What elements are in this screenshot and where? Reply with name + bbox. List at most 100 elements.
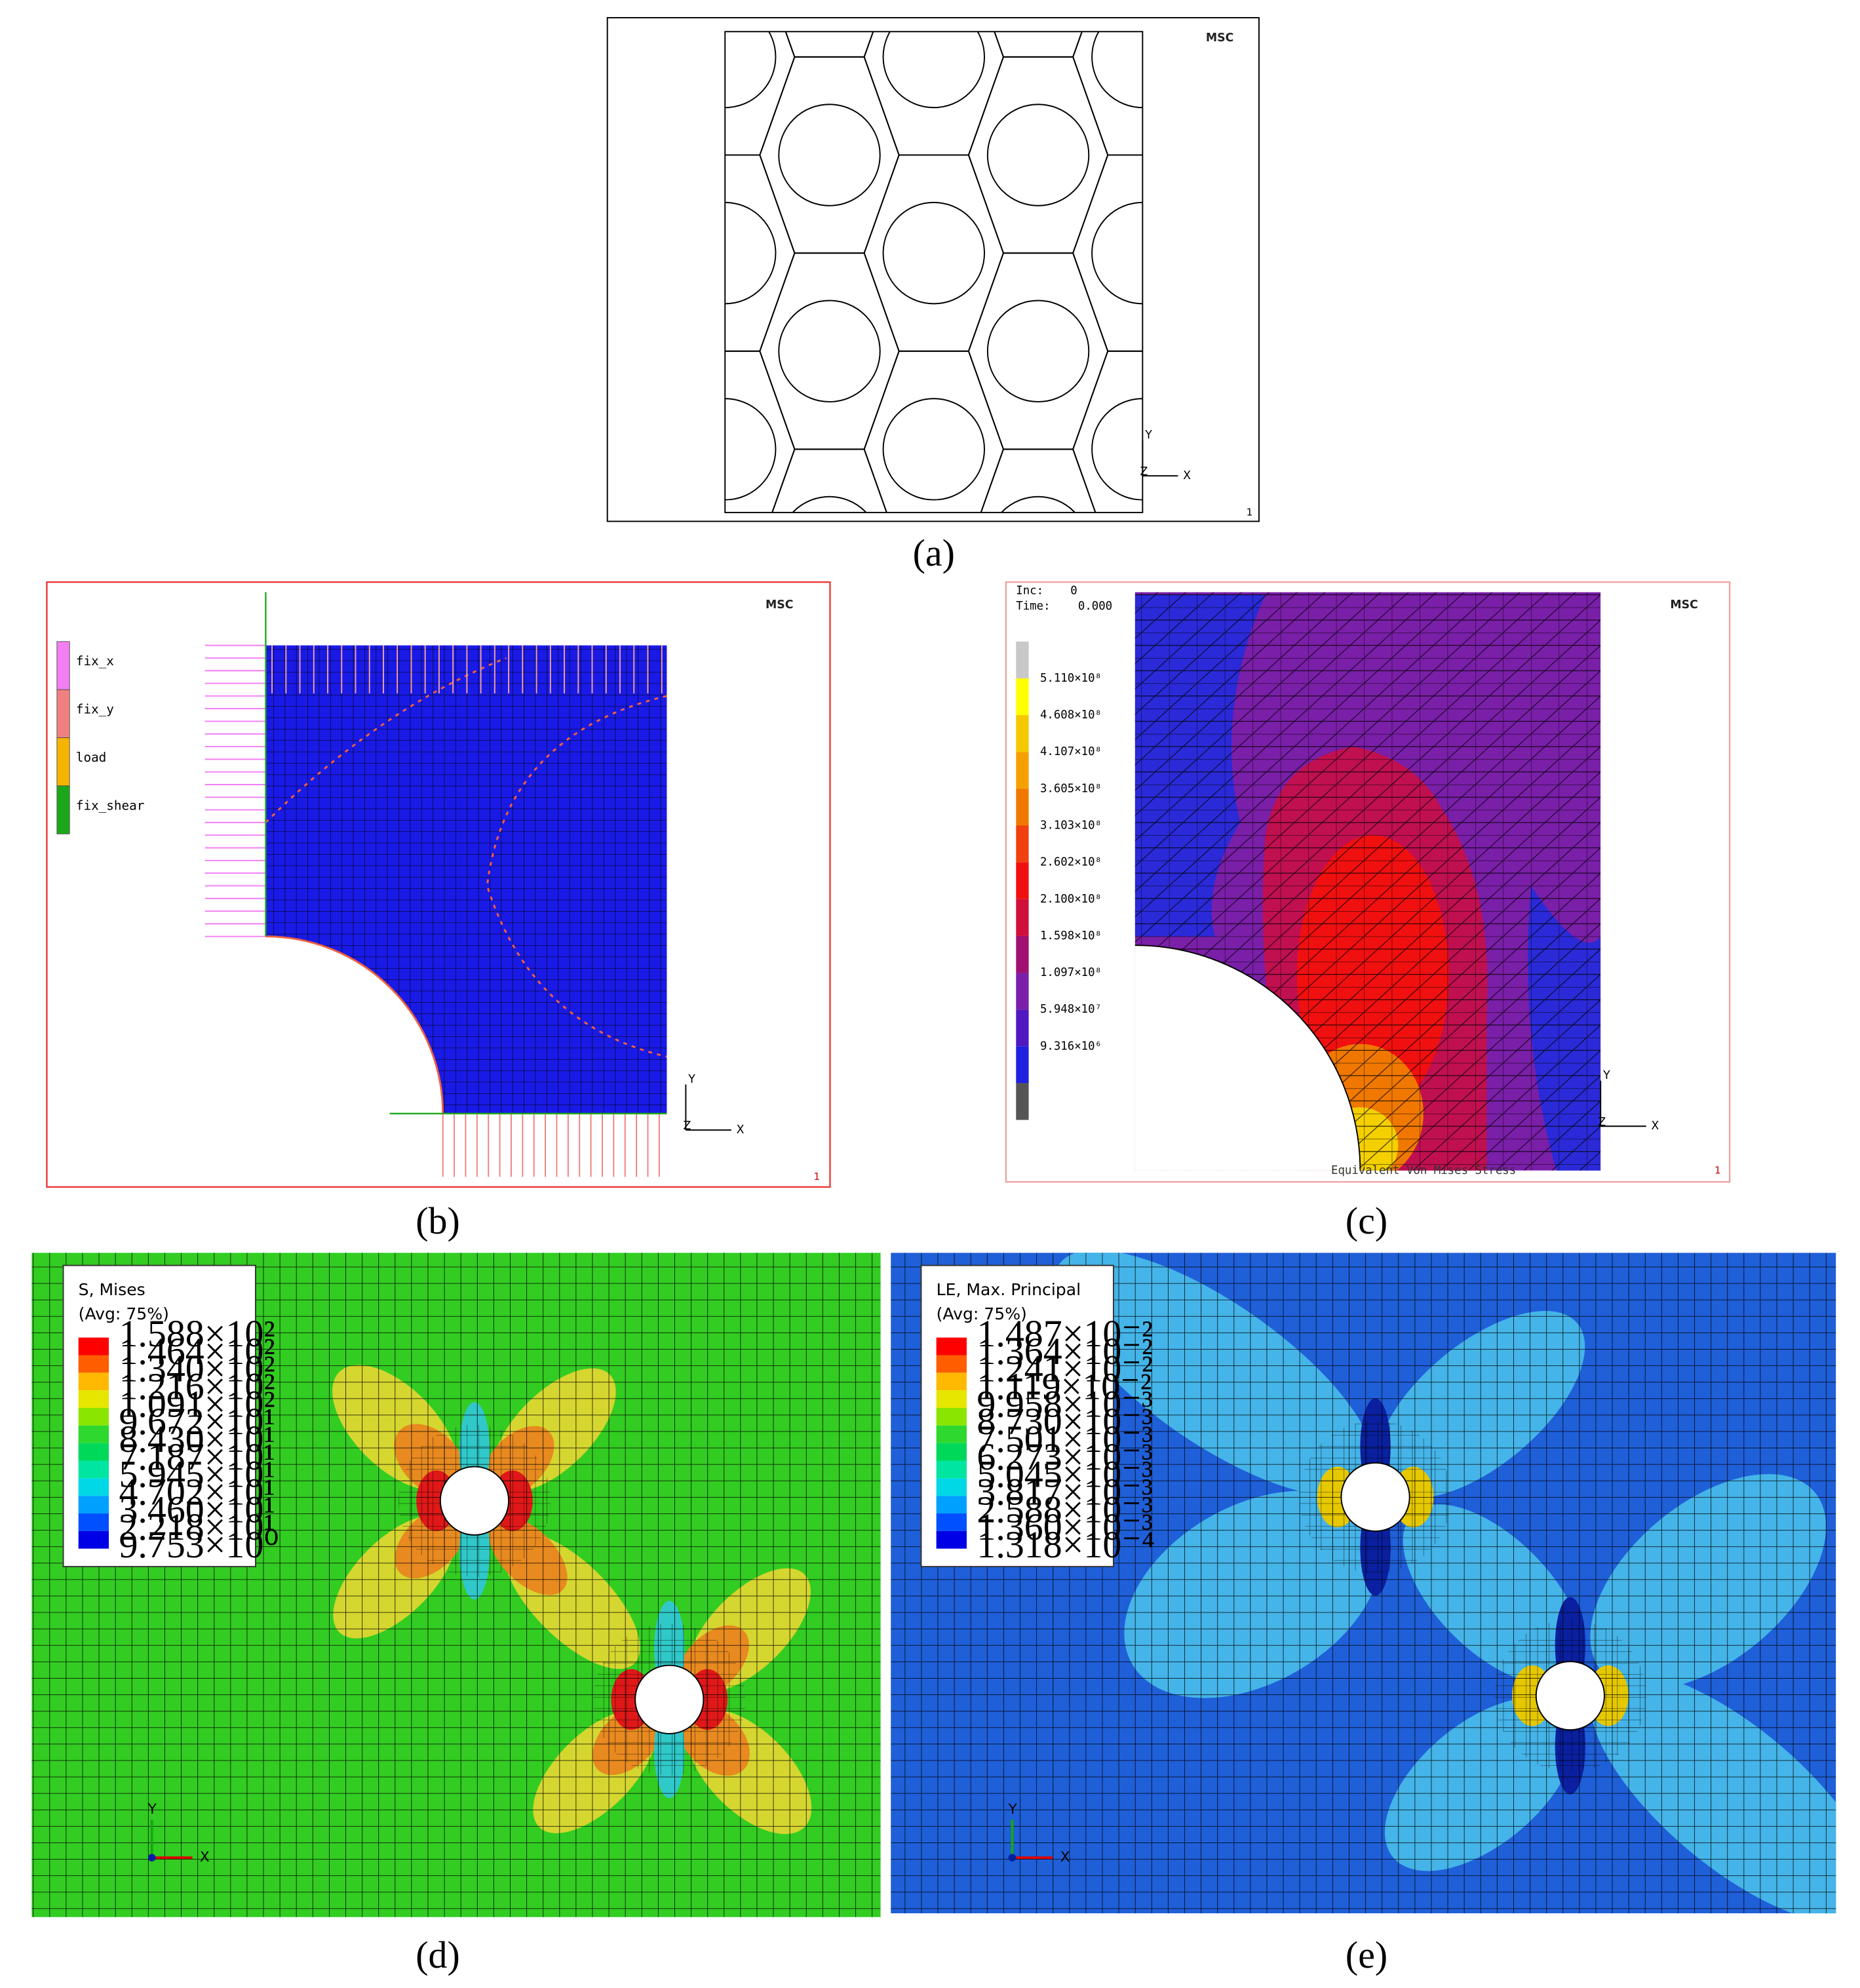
fibre [883, 594, 984, 695]
fibre [792, 496, 867, 513]
label: 3.103×10⁸ [1040, 819, 1102, 832]
label: fix_y [76, 702, 114, 717]
legend-swatch [56, 737, 70, 787]
axis-triad: X Y Z [684, 1073, 745, 1137]
fibre [778, 300, 881, 402]
axis-triad: X Y Z [1598, 1069, 1659, 1133]
legend-swatch [56, 785, 70, 834]
hex-cell [1072, 350, 1143, 513]
legend-swatch [56, 641, 70, 690]
label: X [737, 1123, 745, 1137]
label: MSC [765, 598, 794, 612]
label: 1.588×10² [119, 1312, 275, 1355]
label: fix_shear [76, 798, 145, 813]
label: (c) [1346, 1199, 1387, 1242]
label: 5.045×10⁻³ [977, 1453, 1153, 1496]
legend-swatch [78, 1408, 109, 1426]
legend-swatch [78, 1460, 109, 1479]
panel-frame [606, 17, 1260, 522]
label: 3.605×10⁸ [1040, 782, 1102, 795]
hole [1134, 945, 1361, 1171]
label: Y [147, 1801, 157, 1818]
label: 1.241×10⁻² [977, 1348, 1153, 1390]
label: 2.602×10⁸ [1040, 856, 1102, 869]
label: load [76, 750, 106, 765]
hex-cell [864, 547, 1003, 743]
colorbar-segment [1016, 752, 1029, 789]
label: Y [1144, 429, 1152, 442]
legend-swatch [56, 689, 70, 739]
label: 4.608×10⁸ [1040, 709, 1102, 722]
fibre [725, 201, 777, 305]
legend-swatch [78, 1337, 109, 1355]
label: X [1060, 1849, 1070, 1865]
legend-swatch [78, 1443, 109, 1461]
label: MSC [1206, 31, 1234, 45]
hole-edge [1134, 945, 1361, 1171]
label: 2.218×10¹ [119, 1506, 275, 1548]
panel-c: Inc: 0 Time: 0.000 5.110×10⁸ 4.608×10⁸ 4.107×1… [1005, 581, 1731, 1242]
label: 0.000 [1078, 600, 1112, 613]
label: MSC [1670, 598, 1698, 612]
legend-swatch [78, 1530, 109, 1549]
label: 3.817×10⁻³ [977, 1470, 1153, 1513]
fibre [1091, 31, 1143, 109]
fibre [778, 104, 881, 206]
legend-swatch [78, 1390, 109, 1409]
label: 2.100×10⁸ [1040, 893, 1102, 906]
label: 1.487×10⁻² [977, 1312, 1153, 1355]
contour-plot [1134, 592, 1601, 1171]
hole-edge [265, 935, 444, 1114]
label: 5.945×10¹ [119, 1453, 275, 1496]
label: 1.464×10² [119, 1330, 275, 1373]
label: Inc: [1016, 585, 1043, 598]
fibre [882, 201, 985, 305]
label: X [1183, 469, 1191, 482]
legend-swatch [936, 1443, 967, 1461]
hole [439, 1466, 510, 1536]
label: 9.316×10⁶ [1040, 1040, 1102, 1053]
legend-swatch [936, 1496, 967, 1514]
axis-origin [147, 1854, 156, 1861]
hole [634, 1664, 705, 1734]
contour-plot [31, 1253, 881, 1917]
label: 7.501×10⁻³ [977, 1418, 1153, 1460]
colorbar-segment [1016, 935, 1029, 973]
fibre [570, 0, 671, 9]
honeycomb [570, 0, 1143, 743]
colorbar-segment [1016, 862, 1029, 899]
label: Z [1140, 465, 1148, 478]
label: (a) [913, 532, 955, 574]
label: S, Mises [79, 1280, 145, 1299]
colorbar-segment [1016, 715, 1029, 752]
legend-swatch [78, 1513, 109, 1531]
fibre [1000, 496, 1076, 513]
legend-swatch [936, 1355, 967, 1373]
legend-swatch [78, 1355, 109, 1373]
hex-cell [771, 448, 887, 513]
label: 9.753×10⁰ [119, 1523, 279, 1566]
colorbar-segment [1016, 899, 1029, 936]
label: 1 [1715, 1164, 1721, 1176]
label: 1.318×10⁻⁴ [977, 1523, 1155, 1566]
colorbar-segment [1016, 678, 1029, 716]
model-border [724, 31, 1144, 513]
fibre [1091, 398, 1143, 501]
fibre [779, 0, 880, 9]
legend-swatch [936, 1390, 967, 1409]
contour-plot [891, 1253, 1836, 1914]
fibre [986, 300, 1090, 402]
legend-swatch [936, 1408, 967, 1426]
label: 1 [1247, 506, 1253, 518]
colorbar-segment [1016, 1083, 1029, 1120]
legend-swatch [78, 1478, 109, 1496]
mesh [265, 645, 667, 1114]
label: Z [684, 1120, 691, 1133]
fibre [988, 0, 1089, 9]
label: 5.110×10⁸ [1040, 672, 1102, 685]
colorbar-segment [1016, 1009, 1029, 1047]
colorbar-segment [1016, 825, 1029, 863]
legend-swatch [936, 1530, 967, 1549]
label: 8.430×10¹ [119, 1418, 275, 1460]
axis-triad: X Y Z [1140, 429, 1191, 482]
